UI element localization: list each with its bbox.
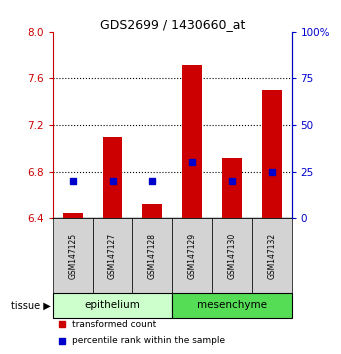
Text: GSM147132: GSM147132 (267, 233, 276, 279)
Bar (63, 213, 83, 218)
Bar (53, 293, 172, 318)
Text: transformed count: transformed count (72, 320, 156, 329)
Bar (53, 218, 93, 293)
Text: percentile rank within the sample: percentile rank within the sample (72, 336, 225, 345)
Bar (182, 64, 202, 218)
Text: GSM147129: GSM147129 (188, 233, 197, 279)
Bar (222, 158, 242, 218)
Bar (93, 218, 132, 293)
Text: GSM147130: GSM147130 (227, 233, 236, 279)
Bar (103, 137, 122, 218)
Title: GDS2699 / 1430660_at: GDS2699 / 1430660_at (100, 18, 245, 31)
Bar (212, 218, 252, 293)
Text: epithelium: epithelium (85, 301, 140, 310)
Bar (132, 218, 172, 293)
Text: GSM147127: GSM147127 (108, 233, 117, 279)
Text: mesenchyme: mesenchyme (197, 301, 267, 310)
Text: tissue ▶: tissue ▶ (11, 301, 50, 310)
Bar (252, 218, 292, 293)
Bar (172, 293, 292, 318)
Text: GSM147125: GSM147125 (68, 233, 77, 279)
Bar (143, 204, 162, 218)
Bar (262, 90, 282, 218)
Bar (172, 218, 212, 293)
Text: GSM147128: GSM147128 (148, 233, 157, 279)
